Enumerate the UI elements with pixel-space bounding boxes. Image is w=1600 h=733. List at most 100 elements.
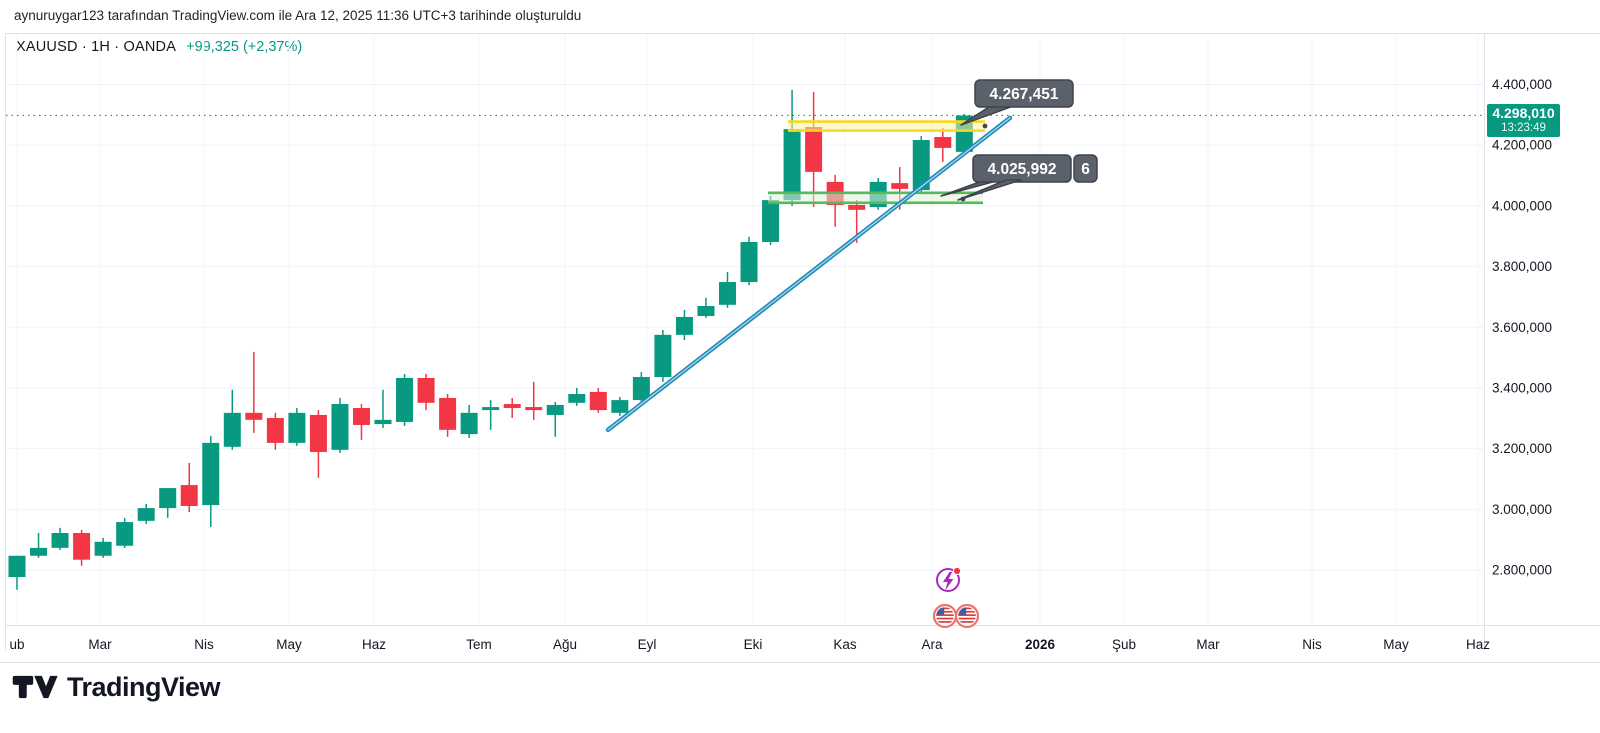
time-axis-label: Kas xyxy=(833,637,857,652)
time-axis-label: Haz xyxy=(1466,637,1490,652)
candle-up xyxy=(51,527,69,550)
candle-up xyxy=(675,309,693,341)
time-axis-label: May xyxy=(276,637,302,652)
candle-up xyxy=(654,329,672,382)
symbol-change: +99,325 (+2,37%) xyxy=(186,39,303,55)
symbol-title[interactable]: XAUUSD · 1H · OANDA xyxy=(16,39,177,55)
candle-up xyxy=(783,89,801,206)
support-zone[interactable] xyxy=(768,191,983,205)
time-axis-label: Şub xyxy=(1112,637,1136,652)
candle-up xyxy=(568,387,586,406)
price-axis-label: 3.400,000 xyxy=(1492,380,1552,395)
candle-up xyxy=(546,401,564,437)
candle-up xyxy=(718,272,736,308)
candle-up xyxy=(740,236,758,286)
tradingview-logo[interactable]: TradingView xyxy=(12,668,221,706)
candle-up xyxy=(460,404,478,439)
candle-down xyxy=(805,92,823,208)
pane-border-top xyxy=(5,33,1600,34)
last-price-time: 13:23:49 xyxy=(1501,122,1546,134)
price-axis-separator[interactable] xyxy=(1484,33,1485,650)
candle-up xyxy=(697,297,715,318)
candle-down xyxy=(417,373,435,411)
candle-up xyxy=(116,517,134,548)
time-axis-label: Ağu xyxy=(553,637,577,652)
time-axis-label: Mar xyxy=(1196,637,1220,652)
chart-legend[interactable]: XAUUSD · 1H · OANDA +99,325 (+2,37%) xyxy=(16,39,302,55)
candle-up xyxy=(202,435,220,527)
price-axis[interactable]: 4.400,000 4.200,000 4.000,000 3.800,000 3.60… xyxy=(1492,77,1552,578)
time-axis-label: Ara xyxy=(921,637,943,652)
candle-up xyxy=(632,371,650,403)
candle-down xyxy=(439,394,457,437)
candle-up xyxy=(396,373,414,426)
candle-up xyxy=(288,407,306,446)
last-price-badge: 4.298,010 13:23:49 xyxy=(1487,104,1560,137)
price-axis-label: 4.200,000 xyxy=(1492,138,1552,153)
pane-border-left xyxy=(5,33,6,650)
time-axis-separator[interactable] xyxy=(5,625,1600,626)
footer-divider xyxy=(0,662,1600,663)
time-axis-label: ub xyxy=(9,637,24,652)
candle-up xyxy=(611,397,629,416)
candle-down xyxy=(934,127,952,162)
grid-lines xyxy=(6,34,1483,624)
candle-down xyxy=(309,410,327,478)
price-callout[interactable]: 4.267,451 xyxy=(960,79,1074,126)
candle-up xyxy=(912,136,930,192)
candle-down xyxy=(525,381,543,420)
price-callout[interactable]: 6 xyxy=(957,154,1098,201)
candle-up xyxy=(331,397,349,453)
time-axis-label: Nis xyxy=(194,637,214,652)
us-flag-icon[interactable] xyxy=(954,603,980,629)
time-axis-label: May xyxy=(1383,637,1409,652)
tradingview-logo-mark xyxy=(12,675,58,699)
price-axis-label: 3.600,000 xyxy=(1492,320,1552,335)
time-axis-label: 2026 xyxy=(1025,637,1056,652)
price-axis-label: 3.800,000 xyxy=(1492,259,1552,274)
candle-up xyxy=(223,389,241,450)
last-price-value: 4.298,010 xyxy=(1492,105,1555,121)
candle-down xyxy=(180,462,198,513)
candle-down xyxy=(503,397,521,418)
price-callouts[interactable]: 4.267,451 4.025,992 6 xyxy=(940,79,1098,201)
candle-up xyxy=(94,537,112,558)
candle-down xyxy=(266,412,284,450)
time-axis-label: Mar xyxy=(88,637,112,652)
resistance-zone[interactable] xyxy=(788,120,985,132)
candle-down xyxy=(73,529,91,566)
price-zones[interactable] xyxy=(768,120,985,205)
drawing-anchor-dot xyxy=(982,123,988,129)
candle-up xyxy=(159,488,177,518)
flash-event-icon[interactable] xyxy=(936,566,962,592)
callout-label: 4.025,992 xyxy=(988,161,1057,178)
trend-line[interactable] xyxy=(605,115,1013,433)
candle-up xyxy=(30,532,48,558)
attribution-text: aynuruygar123 tarafından TradingView.com… xyxy=(14,8,582,23)
candle-down xyxy=(589,387,607,413)
candlestick-series xyxy=(8,89,973,590)
us-flag-icon[interactable] xyxy=(932,603,958,629)
candle-up xyxy=(374,389,392,429)
candle-down xyxy=(245,351,263,433)
price-callout[interactable]: 4.025,992 xyxy=(940,154,1072,197)
price-axis-label: 3.000,000 xyxy=(1492,502,1552,517)
time-axis-label: Haz xyxy=(362,637,386,652)
price-axis-label: 4.000,000 xyxy=(1492,198,1552,213)
candle-up xyxy=(8,555,26,590)
price-axis-label: 2.800,000 xyxy=(1492,563,1552,578)
time-axis-label: Eyl xyxy=(638,637,657,652)
price-axis-label: 3.200,000 xyxy=(1492,441,1552,456)
callout-label: 4.267,451 xyxy=(990,86,1059,103)
time-axis-label: Tem xyxy=(466,637,492,652)
tradingview-wordmark: TradingView xyxy=(67,671,221,702)
candle-up xyxy=(137,503,155,524)
candle-up xyxy=(482,400,500,430)
price-axis-label: 4.400,000 xyxy=(1492,77,1552,92)
time-axis-label: Eki xyxy=(744,637,763,652)
candle-down xyxy=(352,404,370,440)
time-axis-label: Nis xyxy=(1302,637,1322,652)
time-axis[interactable]: ub Mar Nis May Haz Tem Ağu Eyl Eki Kas Ara 2026 Şub M… xyxy=(9,637,1490,652)
